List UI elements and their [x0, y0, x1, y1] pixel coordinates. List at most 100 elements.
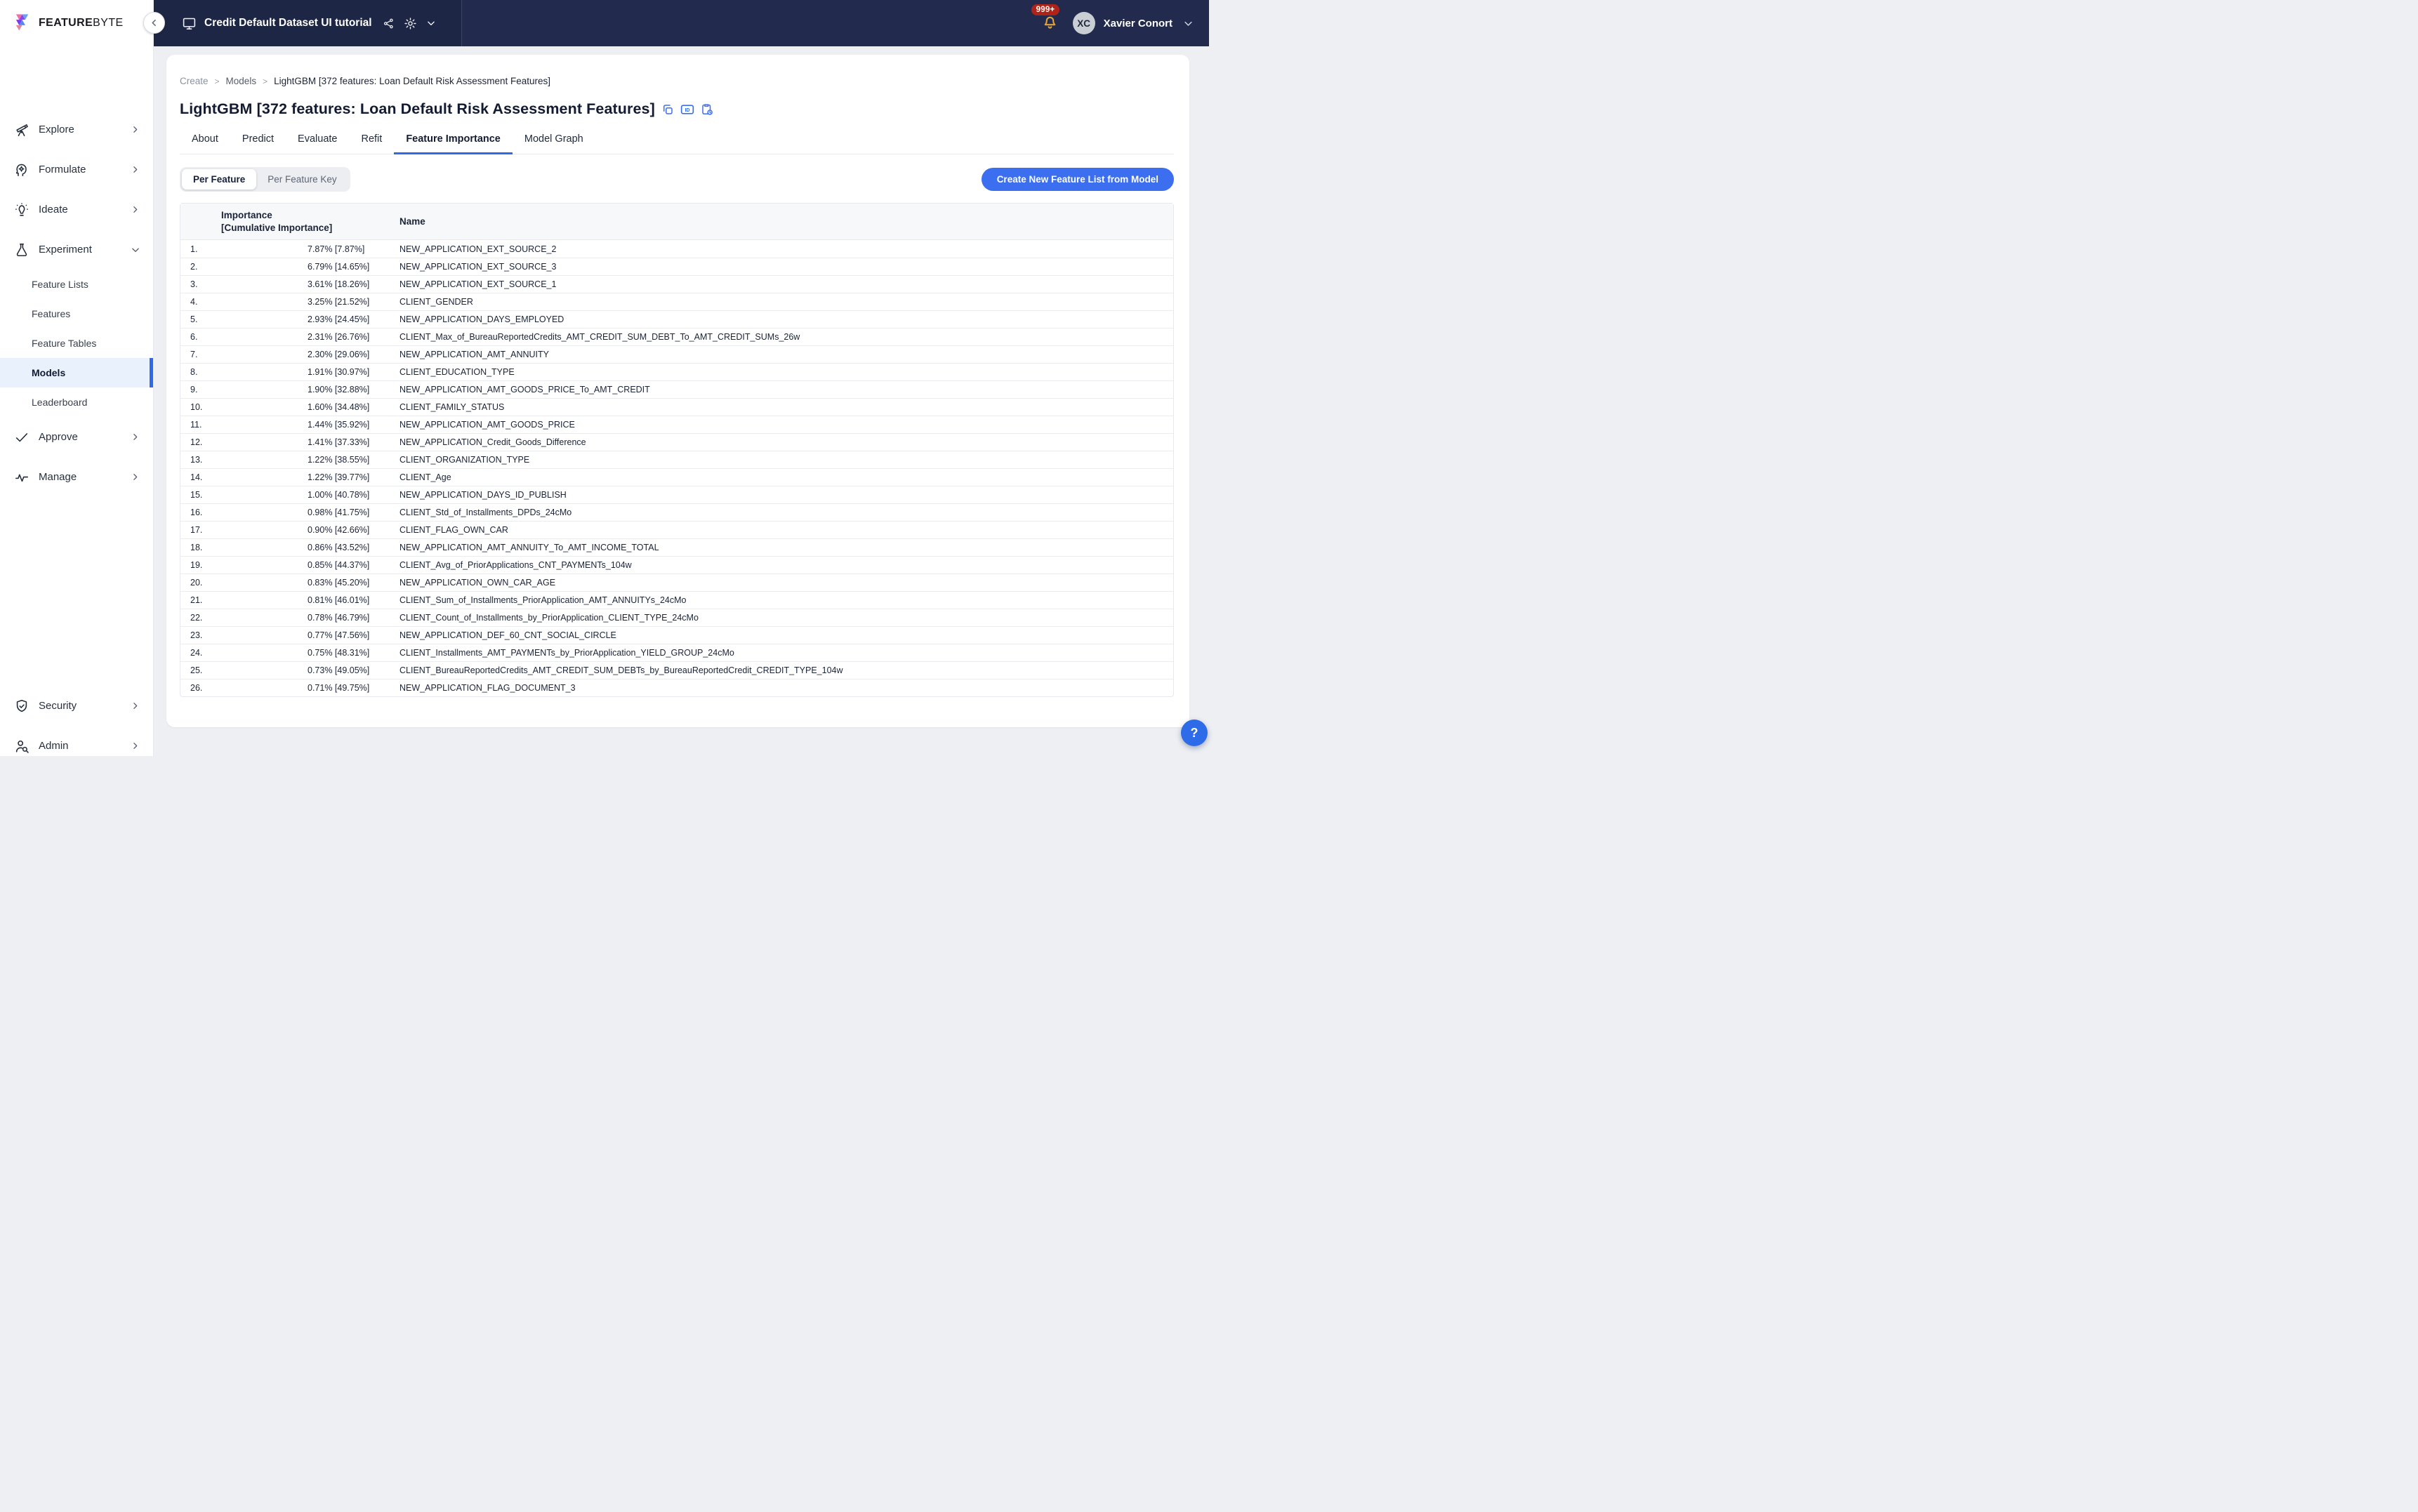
- breadcrumb-separator: >: [215, 77, 220, 86]
- importance-value: 2.30% [29.06%]: [308, 350, 399, 359]
- sidebar-item-manage[interactable]: Manage: [0, 457, 153, 497]
- table-row[interactable]: 5.2.93% [24.45%]NEW_APPLICATION_DAYS_EMP…: [180, 310, 1173, 328]
- importance-value: 0.83% [45.20%]: [308, 578, 399, 588]
- importance-column-header: Importance [Cumulative Importance]: [221, 209, 399, 234]
- table-row[interactable]: 25.0.73% [49.05%]CLIENT_BureauReportedCr…: [180, 661, 1173, 679]
- tab-evaluate[interactable]: Evaluate: [286, 132, 349, 154]
- table-row[interactable]: 21.0.81% [46.01%]CLIENT_Sum_of_Installme…: [180, 591, 1173, 609]
- importance-value: 0.71% [49.75%]: [308, 683, 399, 693]
- table-row[interactable]: 12.1.41% [37.33%]NEW_APPLICATION_Credit_…: [180, 433, 1173, 451]
- create-feature-list-button[interactable]: Create New Feature List from Model: [982, 168, 1174, 191]
- chevron-right-icon: [131, 165, 140, 175]
- sidebar-subitem-feature-tables[interactable]: Feature Tables: [0, 329, 153, 358]
- share-icon[interactable]: [383, 18, 395, 29]
- feature-name: NEW_APPLICATION_AMT_ANNUITY: [399, 350, 1173, 359]
- table-row[interactable]: 15.1.00% [40.78%]NEW_APPLICATION_DAYS_ID…: [180, 486, 1173, 503]
- sidebar-item-ideate[interactable]: Ideate: [0, 190, 153, 230]
- shield-check-icon: [14, 698, 29, 714]
- table-row[interactable]: 14.1.22% [39.77%]CLIENT_Age: [180, 468, 1173, 486]
- feature-name: NEW_APPLICATION_DAYS_EMPLOYED: [399, 314, 1173, 324]
- table-row[interactable]: 26.0.71% [49.75%]NEW_APPLICATION_FLAG_DO…: [180, 679, 1173, 696]
- toggle-per-feature-key[interactable]: Per Feature Key: [256, 169, 348, 190]
- breadcrumb-separator: >: [263, 77, 267, 86]
- sidebar-item-admin[interactable]: Admin: [0, 726, 153, 766]
- table-row[interactable]: 13.1.22% [38.55%]CLIENT_ORGANIZATION_TYP…: [180, 451, 1173, 468]
- row-rank: 1.: [190, 244, 221, 254]
- sidebar-item-explore[interactable]: Explore: [0, 110, 153, 150]
- app-root: FEATUREBYTE Explore FormulateIdeateExperi…: [0, 0, 1209, 756]
- feature-name: CLIENT_Sum_of_Installments_PriorApplicat…: [399, 595, 1173, 605]
- sidebar-collapse-button[interactable]: [143, 12, 165, 34]
- user-menu-chevron-down-icon[interactable]: [1183, 18, 1194, 29]
- importance-value: 6.79% [14.65%]: [308, 262, 399, 272]
- table-row[interactable]: 4.3.25% [21.52%]CLIENT_GENDER: [180, 293, 1173, 310]
- sidebar-item-experiment[interactable]: Experiment: [0, 230, 153, 270]
- row-rank: 25.: [190, 665, 221, 675]
- brand-wordmark: FEATUREBYTE: [39, 17, 124, 29]
- sidebar-subitem-feature-lists[interactable]: Feature Lists: [0, 270, 153, 299]
- chevron-right-icon: [131, 205, 140, 215]
- table-row[interactable]: 22.0.78% [46.79%]CLIENT_Count_of_Install…: [180, 609, 1173, 626]
- table-row[interactable]: 24.0.75% [48.31%]CLIENT_Installments_AMT…: [180, 644, 1173, 661]
- project-selector[interactable]: Credit Default Dataset UI tutorial: [154, 0, 462, 46]
- tab-predict[interactable]: Predict: [230, 132, 286, 154]
- user-search-icon: [14, 738, 29, 754]
- importance-value: 0.75% [48.31%]: [308, 648, 399, 658]
- importance-value: 1.22% [38.55%]: [308, 455, 399, 465]
- importance-value: 0.77% [47.56%]: [308, 630, 399, 640]
- copy-icon[interactable]: [661, 103, 674, 116]
- sidebar-bottom-nav: SecurityAdmin: [0, 686, 153, 766]
- table-row[interactable]: 17.0.90% [42.66%]CLIENT_FLAG_OWN_CAR: [180, 521, 1173, 538]
- help-button[interactable]: ?: [1181, 719, 1208, 746]
- table-row[interactable]: 3.3.61% [18.26%]NEW_APPLICATION_EXT_SOUR…: [180, 275, 1173, 293]
- table-row[interactable]: 18.0.86% [43.52%]NEW_APPLICATION_AMT_ANN…: [180, 538, 1173, 556]
- sidebar-subitem-models[interactable]: Models: [0, 358, 153, 387]
- chevron-right-icon: [131, 432, 140, 442]
- sidebar-subitem-features[interactable]: Features: [0, 299, 153, 329]
- row-rank: 6.: [190, 332, 221, 342]
- table-row[interactable]: 11.1.44% [35.92%]NEW_APPLICATION_AMT_GOO…: [180, 416, 1173, 433]
- table-row[interactable]: 23.0.77% [47.56%]NEW_APPLICATION_DEF_60_…: [180, 626, 1173, 644]
- pulse-icon: [14, 470, 29, 485]
- table-row[interactable]: 8.1.91% [30.97%]CLIENT_EDUCATION_TYPE: [180, 363, 1173, 380]
- importance-value: 3.25% [21.52%]: [308, 297, 399, 307]
- sidebar-item-security[interactable]: Security: [0, 686, 153, 726]
- notifications-button[interactable]: 999+: [1041, 13, 1059, 34]
- user-avatar[interactable]: XC: [1073, 12, 1095, 34]
- sidebar-item-formulate[interactable]: Formulate: [0, 150, 153, 190]
- brand-logo[interactable]: FEATUREBYTE: [0, 0, 153, 46]
- tab-model-graph[interactable]: Model Graph: [513, 132, 595, 154]
- sidebar-item-label: Explore: [39, 124, 131, 135]
- feature-name: CLIENT_ORGANIZATION_TYPE: [399, 455, 1173, 465]
- project-chevron-down-icon[interactable]: [426, 18, 436, 28]
- table-row[interactable]: 10.1.60% [34.48%]CLIENT_FAMILY_STATUS: [180, 398, 1173, 416]
- breadcrumb-create[interactable]: Create: [180, 76, 209, 86]
- table-row[interactable]: 20.0.83% [45.20%]NEW_APPLICATION_OWN_CAR…: [180, 573, 1173, 591]
- monitor-icon: [182, 16, 197, 31]
- row-rank: 2.: [190, 262, 221, 272]
- toggle-per-feature[interactable]: Per Feature: [182, 169, 256, 190]
- featurebyte-logo-icon: [14, 12, 33, 35]
- tab-feature-importance[interactable]: Feature Importance: [394, 132, 513, 154]
- feature-name: NEW_APPLICATION_AMT_GOODS_PRICE: [399, 420, 1173, 430]
- tab-bar: AboutPredictEvaluateRefitFeature Importa…: [180, 132, 1174, 154]
- table-row[interactable]: 16.0.98% [41.75%]CLIENT_Std_of_Installme…: [180, 503, 1173, 521]
- table-row[interactable]: 2.6.79% [14.65%]NEW_APPLICATION_EXT_SOUR…: [180, 258, 1173, 275]
- sidebar: FEATUREBYTE Explore FormulateIdeateExperi…: [0, 0, 154, 756]
- table-row[interactable]: 1.7.87% [7.87%]NEW_APPLICATION_EXT_SOURC…: [180, 240, 1173, 258]
- table-row[interactable]: 6.2.31% [26.76%]CLIENT_Max_of_BureauRepo…: [180, 328, 1173, 345]
- table-row[interactable]: 19.0.85% [44.37%]CLIENT_Avg_of_PriorAppl…: [180, 556, 1173, 573]
- row-rank: 8.: [190, 367, 221, 377]
- sidebar-item-label: Approve: [39, 431, 131, 443]
- table-row[interactable]: 9.1.90% [32.88%]NEW_APPLICATION_AMT_GOOD…: [180, 380, 1173, 398]
- table-row[interactable]: 7.2.30% [29.06%]NEW_APPLICATION_AMT_ANNU…: [180, 345, 1173, 363]
- copy-id-icon[interactable]: ID: [680, 103, 694, 116]
- feature-name: CLIENT_GENDER: [399, 297, 1173, 307]
- tab-about[interactable]: About: [180, 132, 230, 154]
- breadcrumb-models[interactable]: Models: [226, 76, 257, 86]
- clipboard-history-icon[interactable]: [701, 102, 713, 116]
- sidebar-item-approve[interactable]: Approve: [0, 417, 153, 457]
- sidebar-subitem-leaderboard[interactable]: Leaderboard: [0, 387, 153, 417]
- gear-icon[interactable]: [404, 17, 417, 30]
- tab-refit[interactable]: Refit: [349, 132, 394, 154]
